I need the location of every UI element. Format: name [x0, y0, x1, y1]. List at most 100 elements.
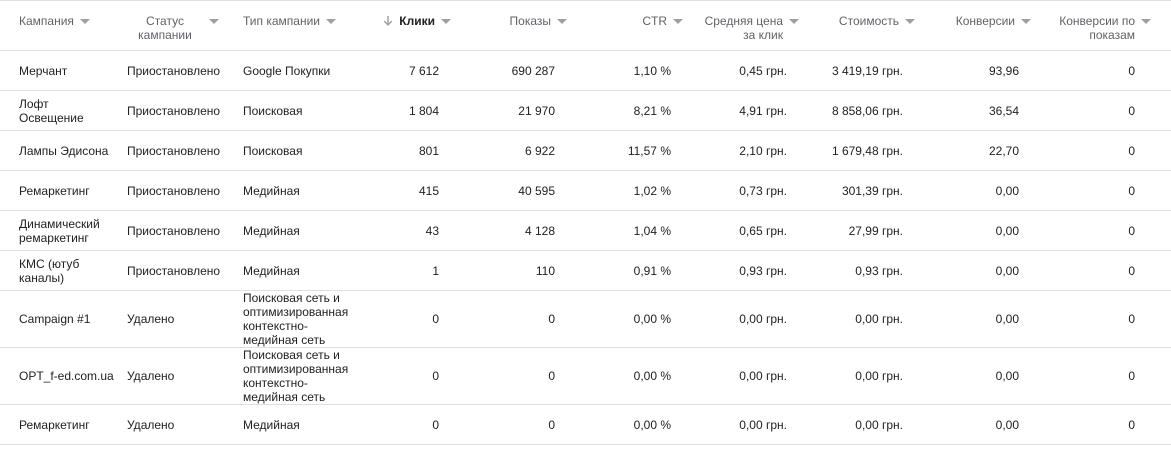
table-cell: КМС (ютуб каналы): [0, 250, 115, 291]
column-header[interactable]: Стоимость: [799, 0, 915, 51]
dropdown-icon: [789, 19, 799, 24]
table-cell: Лампы Эдисона: [0, 130, 115, 171]
table-cell: Ремаркетинг: [0, 170, 115, 211]
campaign-row: КМС (ютуб каналы) Приостановлено Медийная 1…: [0, 250, 1171, 291]
table-cell: 27,99 грн.: [799, 210, 915, 251]
table-cell: 0: [1031, 50, 1171, 91]
table-cell: 7 612: [360, 50, 451, 91]
table-cell: 1: [360, 250, 451, 291]
table-cell: 0: [1031, 404, 1171, 445]
header-content: Статус кампании: [115, 1, 231, 42]
table-cell: 0: [360, 290, 451, 348]
column-header[interactable]: Статус кампании: [115, 0, 231, 51]
campaign-row: Динамический ремаркетинг Приостановлено Ме…: [0, 210, 1171, 251]
table-cell: 11,57 %: [567, 130, 683, 171]
table-cell: 0: [451, 290, 567, 348]
table-cell: 22,70: [915, 130, 1031, 171]
table-cell: 43: [360, 210, 451, 251]
column-header[interactable]: Тип кампании: [231, 0, 360, 51]
column-header[interactable]: Показы: [451, 0, 567, 51]
header-label: Показы: [509, 14, 551, 28]
dropdown-icon: [1141, 19, 1151, 24]
header-label: Конверсии: [955, 14, 1015, 28]
table-cell: Приостановлено: [115, 170, 231, 211]
table-cell: 0: [1031, 290, 1171, 348]
campaign-row: Ремаркетинг Удалено Медийная 0 0 0,00 % 0,00 г…: [0, 404, 1171, 445]
table-cell: Удалено: [115, 404, 231, 445]
header-label: Тип кампании: [243, 14, 320, 28]
table-cell: 0,65 грн.: [683, 210, 799, 251]
column-header[interactable]: Клики: [360, 0, 451, 51]
table-cell: 0,00 грн.: [683, 347, 799, 405]
header-label: CTR: [642, 14, 667, 28]
table-cell: 6 922: [451, 130, 567, 171]
table-cell: 415: [360, 170, 451, 211]
header-label: Средняя цена за клик: [704, 14, 783, 42]
dropdown-icon: [557, 19, 567, 24]
table-cell: 0,00 грн.: [799, 404, 915, 445]
header-label: Стоимость: [838, 14, 899, 28]
table-cell: 0: [451, 347, 567, 405]
header-content: Показы: [451, 1, 567, 28]
dropdown-icon-shape: [79, 19, 90, 24]
table-cell: 1,02 %: [567, 170, 683, 211]
dropdown-icon: [673, 19, 683, 24]
table-cell: 0: [360, 347, 451, 405]
table-cell: 0: [1031, 130, 1171, 171]
column-header[interactable]: Кампания: [0, 0, 115, 51]
table-cell: 0,73 грн.: [683, 170, 799, 211]
table-cell: Медийная: [231, 210, 360, 251]
table-cell: 0: [451, 404, 567, 445]
dropdown-icon-shape: [441, 19, 451, 24]
header-content: Конверсии: [915, 1, 1031, 28]
header-label: Клики: [399, 14, 435, 28]
table-cell: 8 858,06 грн.: [799, 90, 915, 131]
dropdown-icon: [1021, 19, 1031, 24]
table-cell: Мерчант: [0, 50, 115, 91]
table-cell: 0: [1031, 347, 1171, 405]
header-label: Кампания: [19, 14, 74, 28]
table-cell: 2,10 грн.: [683, 130, 799, 171]
table-cell: Поисковая: [231, 130, 360, 171]
column-header[interactable]: CTR: [567, 0, 683, 51]
table-cell: 0,00 %: [567, 404, 683, 445]
table-cell: Google Покупки: [231, 50, 360, 91]
table-cell: 0,00 грн.: [799, 347, 915, 405]
campaign-row: Campaign #1 Удалено Поисковая сеть и оптим…: [0, 290, 1171, 348]
header-label: Конверсии по показам: [1059, 14, 1135, 42]
table-cell: 93,96: [915, 50, 1031, 91]
table-cell: Медийная: [231, 404, 360, 445]
table-cell: 0: [1031, 210, 1171, 251]
table-cell: 0,00 %: [567, 347, 683, 405]
column-header[interactable]: Конверсии: [915, 0, 1031, 51]
column-header[interactable]: Конверсии по показам: [1031, 0, 1171, 51]
table-cell: 3 419,19 грн.: [799, 50, 915, 91]
table-cell: Campaign #1: [0, 290, 115, 348]
table-cell: Приостановлено: [115, 250, 231, 291]
table-cell: Приостановлено: [115, 50, 231, 91]
table-cell: Удалено: [115, 290, 231, 348]
campaign-row: Ремаркетинг Приостановлено Медийная 415 40 5…: [0, 170, 1171, 211]
table-cell: 4 128: [451, 210, 567, 251]
table-cell: 801: [360, 130, 451, 171]
table-cell: Лофт Освещение: [0, 90, 115, 131]
table-cell: 110: [451, 250, 567, 291]
header-content: Клики: [360, 1, 451, 28]
dropdown-icon: [905, 19, 915, 24]
dropdown-icon: [325, 19, 336, 24]
dropdown-icon-shape: [789, 19, 799, 24]
table-cell: 1 679,48 грн.: [799, 130, 915, 171]
table-cell: Поисковая сеть и оптимизированная контек…: [231, 347, 360, 405]
table-cell: OPT_f-ed.com.ua: [0, 347, 115, 405]
table-cell: 36,54: [915, 90, 1031, 131]
dropdown-icon: [79, 19, 90, 24]
table-cell: 0: [1031, 90, 1171, 131]
dropdown-icon-shape: [905, 19, 915, 24]
table-cell: 0,45 грн.: [683, 50, 799, 91]
campaign-row: Лофт Освещение Приостановлено Поисковая 1 8…: [0, 90, 1171, 131]
table-cell: 1 804: [360, 90, 451, 131]
table-cell: 0: [360, 404, 451, 445]
table-cell: 301,39 грн.: [799, 170, 915, 211]
column-header[interactable]: Средняя цена за клик: [683, 0, 799, 51]
sort-arrow-shape: [383, 16, 393, 26]
